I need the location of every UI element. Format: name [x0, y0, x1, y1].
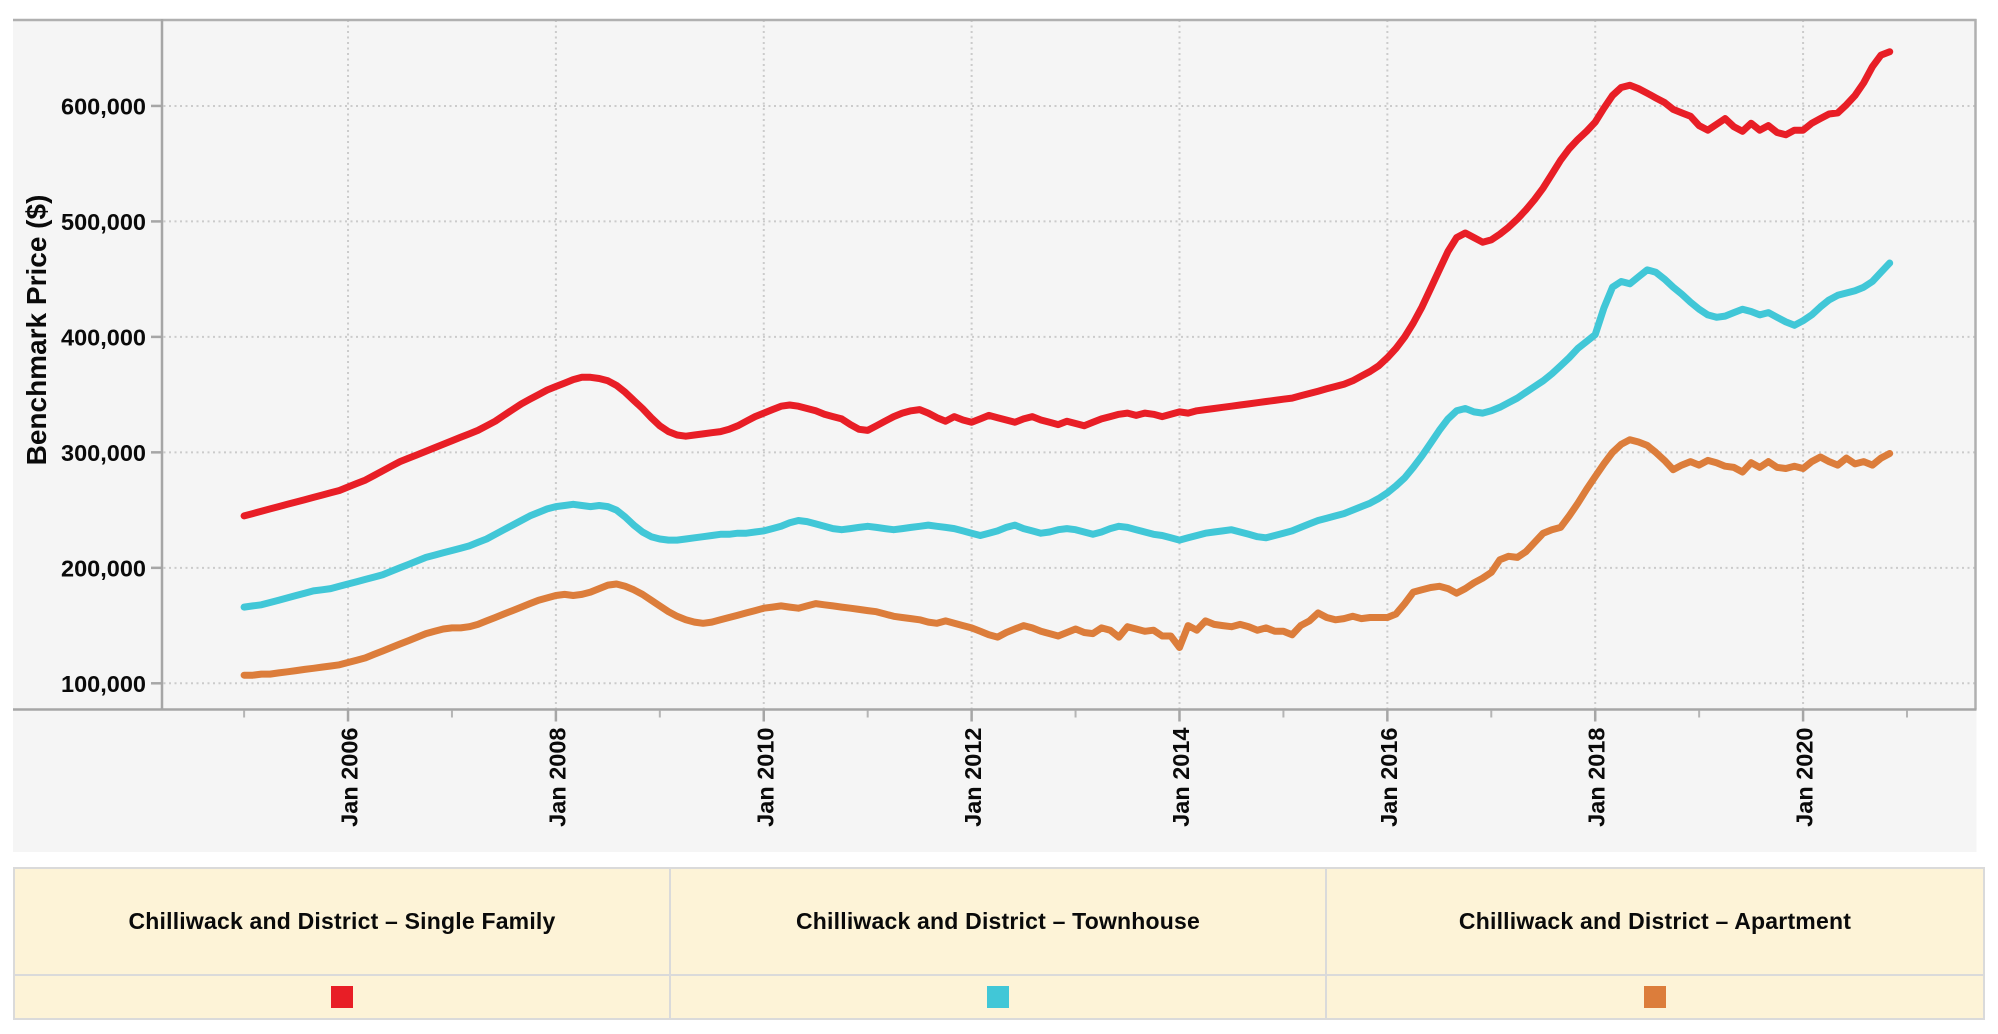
legend-table: Chilliwack and District – Single Family … — [13, 867, 1985, 1020]
x-tick-label: Jan 2012 — [960, 728, 986, 827]
legend-item-townhouse: Chilliwack and District – Townhouse — [671, 869, 1327, 976]
x-tick-label: Jan 2006 — [337, 728, 363, 827]
x-tick-label: Jan 2020 — [1792, 728, 1818, 827]
x-tick-label: Jan 2014 — [1168, 728, 1194, 827]
legend-swatch-cell-apartment — [1327, 976, 1983, 1018]
series-line-apartment — [240, 436, 1894, 679]
y-tick-label: 300,000 — [61, 440, 146, 466]
series-line-single-family — [240, 48, 1894, 520]
legend-swatch-cell-townhouse — [671, 976, 1327, 1018]
legend-label-apartment: Chilliwack and District – Apartment — [1458, 908, 1852, 934]
y-tick-label: 100,000 — [61, 671, 146, 697]
legend-swatch-townhouse — [987, 986, 1009, 1008]
legend-item-single-family: Chilliwack and District – Single Family — [15, 869, 671, 976]
x-tick-label: Jan 2008 — [544, 728, 570, 827]
y-axis-title: Benchmark Price ($) — [21, 195, 52, 466]
y-tick-label: 200,000 — [61, 555, 146, 581]
legend-swatch-cell-single-family — [15, 976, 671, 1018]
x-tick-label: Jan 2018 — [1584, 728, 1610, 827]
legend-label-single-family: Chilliwack and District – Single Family — [128, 908, 556, 934]
benchmark-price-chart: 600,000 500,000 400,000 300,000 200,000 100,0… — [13, 18, 1977, 852]
x-tick-label: Jan 2016 — [1376, 728, 1402, 827]
legend-swatch-apartment — [1644, 986, 1666, 1008]
legend-item-apartment: Chilliwack and District – Apartment — [1327, 869, 1983, 976]
legend-swatch-single-family — [331, 986, 353, 1008]
y-tick-label: 400,000 — [61, 324, 146, 350]
chart-panel-background — [13, 19, 1977, 852]
legend-label-townhouse: Chilliwack and District – Townhouse — [795, 908, 1201, 934]
x-tick-label: Jan 2010 — [752, 728, 778, 827]
y-tick-label: 600,000 — [61, 93, 146, 119]
series-line-townhouse — [240, 259, 1894, 611]
y-tick-label: 500,000 — [61, 209, 146, 235]
